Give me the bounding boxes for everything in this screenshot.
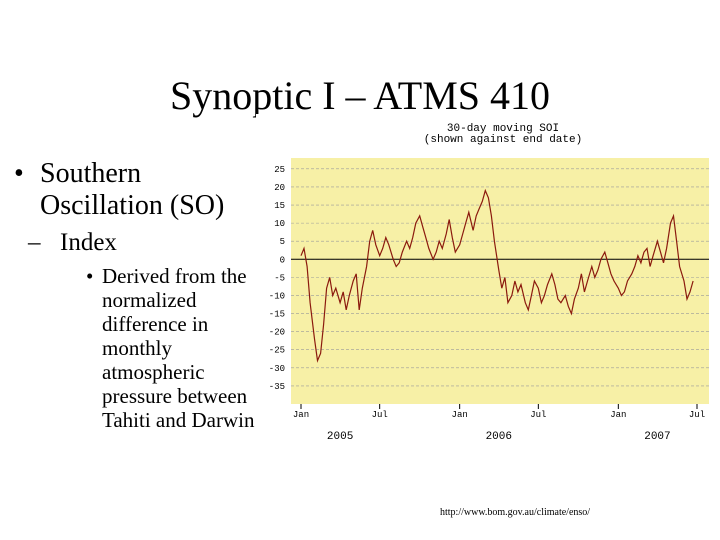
- y-tick-label: 25: [274, 165, 285, 175]
- soi-chart: 30-day moving SOI (shown against end dat…: [256, 114, 712, 446]
- y-tick-label: 20: [274, 183, 285, 193]
- x-tick-label: Jul: [530, 410, 546, 420]
- year-labels: 2005 2006 2007: [327, 431, 671, 443]
- slide-title: Synoptic I – ATMS 410: [169, 73, 551, 118]
- x-tick-label: Jan: [610, 410, 626, 420]
- y-tick-label: -15: [269, 310, 285, 320]
- soi-series-line: [300, 188, 694, 363]
- x-tick-label: Jan: [293, 410, 309, 420]
- bullet-level1-text: Southern Oscillation (SO): [40, 158, 225, 221]
- y-tick-label: -5: [274, 273, 285, 283]
- bullet-level3: • Derived from the normalized difference…: [14, 264, 262, 432]
- year-label: 2005: [327, 431, 353, 443]
- bullet-dot-icon: •: [14, 158, 24, 189]
- y-tick-label: -10: [269, 291, 285, 301]
- chart-title: 30-day moving SOI: [447, 123, 559, 135]
- y-tick-label: 15: [274, 201, 285, 211]
- x-tick-label: Jan: [452, 410, 468, 420]
- y-axis-ticks: 25 20 15 10 5 0 -5 -10 -15 -20 -25 -30 -35: [269, 165, 285, 392]
- bullet-level2: – Index: [14, 228, 264, 258]
- bullet-dash-icon: –: [28, 229, 41, 256]
- x-axis-ticks: Jan Jul Jan Jul Jan Jul: [293, 404, 705, 420]
- bullet-level1: • Southern Oscillation (SO): [14, 158, 264, 222]
- bullet-level3-text: Derived from the normalized difference i…: [102, 264, 255, 432]
- y-tick-label: 10: [274, 219, 285, 229]
- chart-subtitle: (shown against end date): [424, 134, 582, 146]
- bullet-level2-text: Index: [60, 229, 117, 256]
- x-tick-label: Jul: [689, 410, 705, 420]
- y-tick-label: -20: [269, 328, 285, 338]
- y-tick-label: -25: [269, 346, 285, 356]
- y-tick-label: 5: [280, 237, 285, 247]
- year-label: 2007: [644, 431, 670, 443]
- y-tick-label: -30: [269, 364, 285, 374]
- x-tick-label: Jul: [372, 410, 388, 420]
- bullet-list: • Southern Oscillation (SO) – Index • De…: [14, 158, 264, 432]
- y-tick-label: -35: [269, 382, 285, 392]
- source-url[interactable]: http://www.bom.gov.au/climate/enso/: [440, 507, 591, 518]
- y-tick-label: 0: [280, 255, 285, 265]
- bullet-dot-icon: •: [86, 264, 94, 288]
- year-label: 2006: [486, 431, 512, 443]
